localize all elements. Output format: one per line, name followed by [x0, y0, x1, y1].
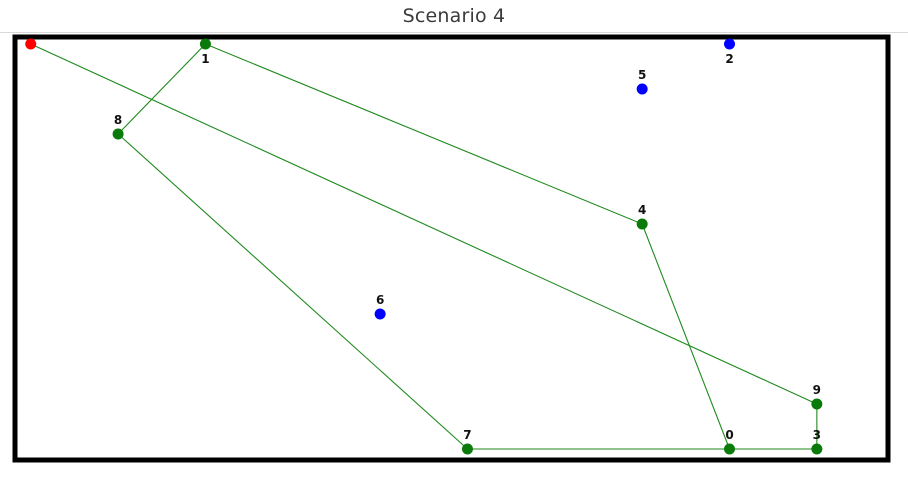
route-nodes	[25, 38, 823, 455]
node-4-marker	[636, 218, 648, 230]
route-edge-8-to-7	[117, 133, 468, 450]
node-3-marker	[811, 443, 823, 455]
route-edge-4-to-1	[205, 43, 643, 225]
node-7-marker	[461, 443, 473, 455]
node-4-label: 4	[638, 203, 646, 217]
plot-frame	[12, 34, 891, 463]
node-0-label: 0	[725, 428, 733, 442]
window-title-bar: Scenario 4	[0, 0, 908, 33]
node-1-marker	[199, 38, 211, 50]
node-0-marker	[724, 443, 736, 455]
node-3-label: 3	[813, 428, 821, 442]
window-title: Scenario 4	[402, 5, 506, 27]
node-2-marker	[724, 38, 736, 50]
node-1-label: 1	[201, 52, 209, 66]
route-edge-0-to-4	[641, 223, 731, 450]
node-7-label: 7	[463, 428, 471, 442]
node-5-label: 5	[638, 68, 646, 82]
route-edge-depot-to-9	[30, 43, 818, 405]
node-labels: 0 1 2 3 4 5 6 7 8 9	[114, 52, 821, 442]
node-8-marker	[112, 128, 124, 140]
node-9-label: 9	[813, 383, 821, 397]
node-2-label: 2	[725, 52, 733, 66]
node-6-marker	[374, 308, 386, 320]
route-edge-1-to-8	[117, 43, 206, 135]
node-9-marker	[811, 398, 823, 410]
depot-marker	[25, 38, 37, 50]
node-5-marker	[636, 83, 648, 95]
node-8-label: 8	[114, 113, 122, 127]
route-edges	[30, 43, 818, 450]
node-6-label: 6	[376, 293, 384, 307]
